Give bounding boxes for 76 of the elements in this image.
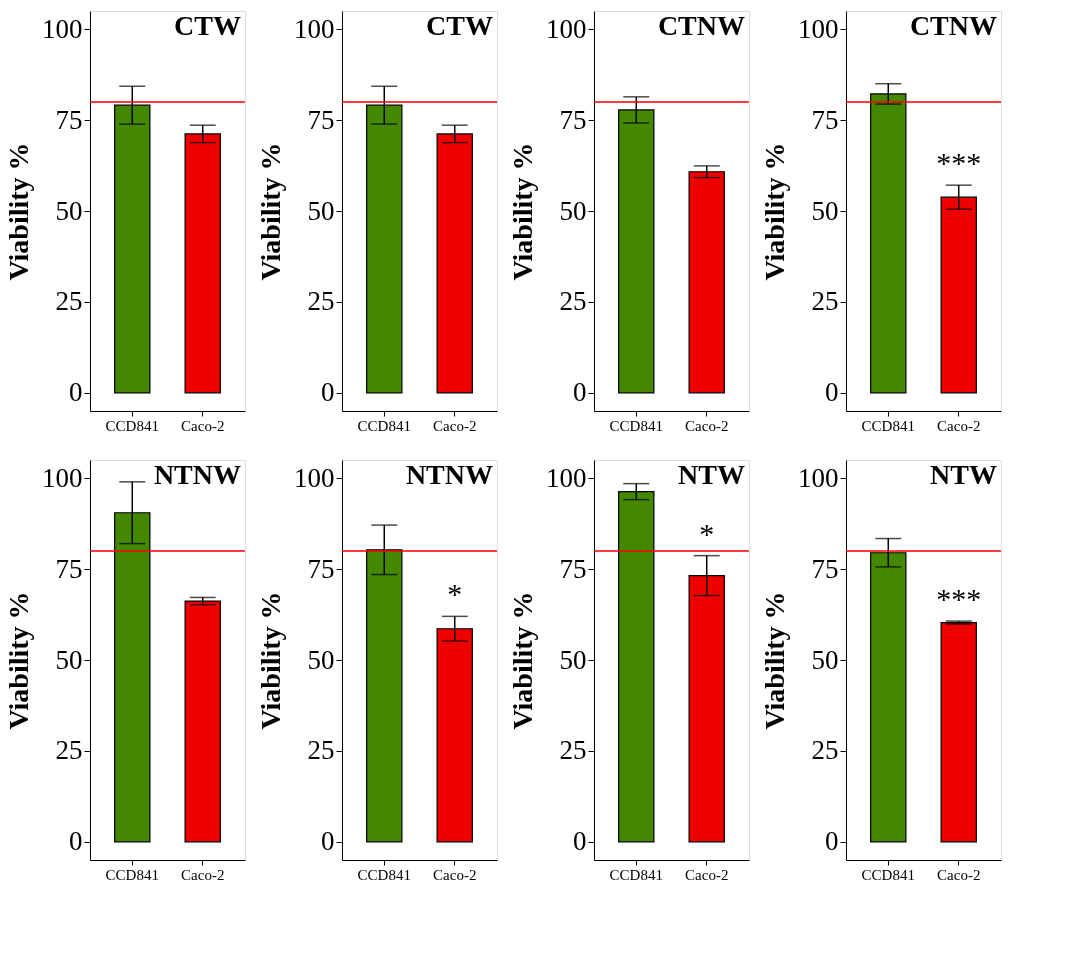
y-tick-label: 50 (307, 195, 335, 226)
annotation: * (699, 516, 715, 550)
y-tick-label: 100 (42, 13, 83, 44)
x-tick-label: Caco-2 (433, 417, 477, 434)
y-tick-label: 75 (811, 104, 839, 135)
y-axis-title: Viability % (255, 591, 286, 730)
y-tick-label: 100 (294, 462, 335, 493)
x-tick-label: Caco-2 (181, 866, 225, 883)
y-tick-label: 100 (42, 462, 83, 493)
y-tick-label: 100 (798, 13, 839, 44)
y-tick-label: 50 (55, 195, 83, 226)
y-tick-label: 25 (811, 735, 839, 766)
y-tick-label: 0 (573, 826, 587, 857)
x-tick-label: CCD841 (105, 417, 159, 434)
annotation: *** (936, 582, 982, 616)
y-axis-title: Viability % (759, 591, 790, 730)
chart-title: NTW (678, 459, 745, 490)
x-tick-label: Caco-2 (937, 866, 981, 883)
y-tick-label: 75 (559, 104, 587, 135)
x-tick-label: Caco-2 (685, 866, 729, 883)
chart-title: CTW (426, 10, 493, 41)
y-axis-title: Viability % (759, 142, 790, 281)
x-tick-label: CCD841 (357, 866, 411, 883)
chart-title: NTNW (153, 459, 241, 490)
y-tick-label: 0 (321, 826, 335, 857)
y-axis-title: Viability % (507, 142, 538, 281)
y-tick-label: 100 (546, 462, 587, 493)
chart-title: CTNW (909, 10, 997, 41)
y-tick-label: 0 (573, 377, 587, 408)
y-tick-label: 50 (811, 195, 839, 226)
chart-title: NTW (930, 459, 997, 490)
chart-title: CTW (174, 10, 241, 41)
y-tick-label: 25 (811, 286, 839, 317)
x-tick-label: Caco-2 (937, 417, 981, 434)
x-tick-label: CCD841 (861, 417, 915, 434)
x-tick-label: CCD841 (609, 866, 663, 883)
annotation: * (447, 577, 463, 611)
y-axis-title: Viability % (507, 591, 538, 730)
y-tick-label: 75 (811, 553, 839, 584)
y-tick-label: 100 (798, 462, 839, 493)
y-tick-label: 25 (307, 286, 335, 317)
y-tick-label: 50 (811, 644, 839, 675)
x-tick-label: CCD841 (861, 866, 915, 883)
y-tick-label: 0 (825, 377, 839, 408)
y-tick-label: 50 (559, 195, 587, 226)
y-tick-label: 25 (559, 286, 587, 317)
y-tick-label: 75 (307, 104, 335, 135)
y-tick-label: 50 (55, 644, 83, 675)
y-tick-label: 25 (55, 735, 83, 766)
y-tick-label: 25 (307, 735, 335, 766)
y-tick-label: 0 (69, 377, 83, 408)
annotation: *** (936, 146, 982, 180)
y-axis-title: Viability % (255, 142, 286, 281)
chart-title: NTNW (405, 459, 493, 490)
y-tick-label: 50 (307, 644, 335, 675)
y-axis-title: Viability % (3, 591, 34, 730)
x-tick-label: CCD841 (357, 417, 411, 434)
y-tick-label: 75 (55, 553, 83, 584)
chart-title: CTNW (657, 10, 745, 41)
y-tick-label: 75 (55, 104, 83, 135)
y-tick-label: 100 (546, 13, 587, 44)
y-tick-label: 0 (825, 826, 839, 857)
y-tick-label: 75 (559, 553, 587, 584)
x-tick-label: CCD841 (105, 866, 159, 883)
y-axis-title: Viability % (3, 142, 34, 281)
x-tick-label: Caco-2 (433, 866, 477, 883)
x-tick-label: CCD841 (609, 417, 663, 434)
y-tick-label: 0 (321, 377, 335, 408)
y-tick-label: 75 (307, 553, 335, 584)
y-tick-label: 25 (559, 735, 587, 766)
y-tick-label: 25 (55, 286, 83, 317)
x-tick-label: Caco-2 (181, 417, 225, 434)
y-tick-label: 100 (294, 13, 335, 44)
x-tick-label: Caco-2 (685, 417, 729, 434)
y-tick-label: 0 (69, 826, 83, 857)
y-tick-label: 50 (559, 644, 587, 675)
